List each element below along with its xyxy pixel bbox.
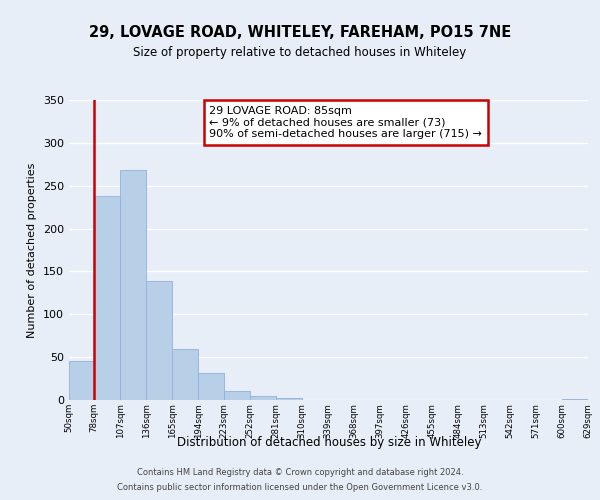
Bar xyxy=(198,372,224,400)
Bar xyxy=(172,350,198,400)
Bar xyxy=(69,360,94,400)
Bar xyxy=(276,398,302,400)
Text: Contains HM Land Registry data © Crown copyright and database right 2024.: Contains HM Land Registry data © Crown c… xyxy=(137,468,463,477)
Bar xyxy=(250,396,276,400)
Text: Distribution of detached houses by size in Whiteley: Distribution of detached houses by size … xyxy=(176,436,481,449)
Y-axis label: Number of detached properties: Number of detached properties xyxy=(28,162,37,338)
Bar xyxy=(146,281,172,400)
Text: Size of property relative to detached houses in Whiteley: Size of property relative to detached ho… xyxy=(133,46,467,59)
Text: 29 LOVAGE ROAD: 85sqm
← 9% of detached houses are smaller (73)
90% of semi-detac: 29 LOVAGE ROAD: 85sqm ← 9% of detached h… xyxy=(209,106,482,139)
Bar xyxy=(224,390,250,400)
Bar xyxy=(120,170,146,400)
Bar xyxy=(94,196,120,400)
Text: Contains public sector information licensed under the Open Government Licence v3: Contains public sector information licen… xyxy=(118,483,482,492)
Bar xyxy=(562,399,588,400)
Text: 29, LOVAGE ROAD, WHITELEY, FAREHAM, PO15 7NE: 29, LOVAGE ROAD, WHITELEY, FAREHAM, PO15… xyxy=(89,25,511,40)
